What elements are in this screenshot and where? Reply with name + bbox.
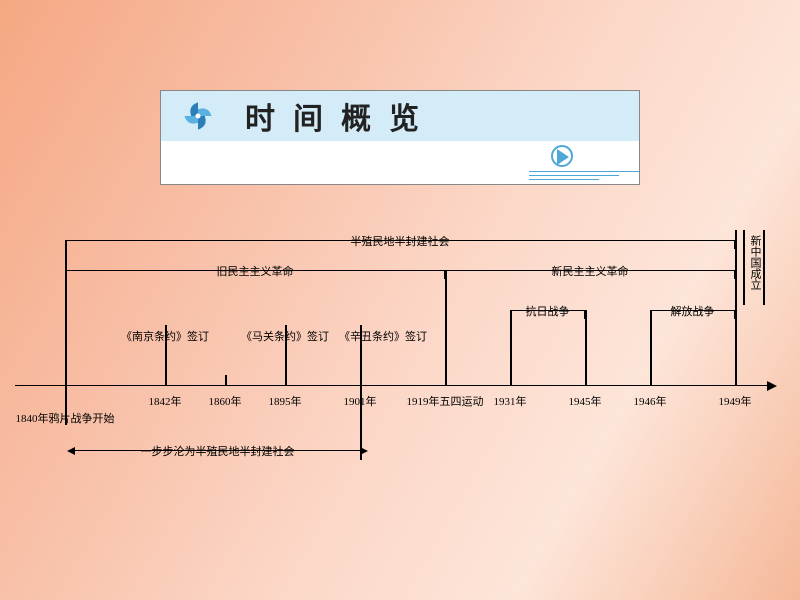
tick [225, 375, 227, 385]
title-banner: 时间概览 [160, 90, 640, 185]
treaty-label: 《马关条约》签订 [241, 328, 329, 344]
banner-title: 时间概览 [245, 94, 437, 138]
year-label: 1949年 [719, 393, 752, 409]
pinwheel-icon [181, 99, 215, 133]
span-label: 旧民主主义革命 [217, 263, 294, 279]
timeline-axis [15, 385, 770, 386]
banner-top: 时间概览 [161, 91, 639, 141]
year-label: 1842年 [149, 393, 182, 409]
end-label: 新中国成立 [747, 235, 763, 290]
timeline: 1842年1860年1895年1901年1919年五四运动1931年1945年1… [15, 220, 785, 500]
year-label: 1931年 [494, 393, 527, 409]
end-box-line [763, 230, 765, 305]
span-label: 半殖民地半封建社会 [351, 233, 450, 249]
tick [445, 270, 447, 385]
banner-bottom [161, 141, 639, 186]
start-label: 1840年鸦片战争开始 [16, 410, 115, 426]
play-triangle-icon [557, 149, 569, 165]
year-label: 1945年 [569, 393, 602, 409]
axis-arrow-icon [767, 381, 777, 391]
year-label: 1946年 [634, 393, 667, 409]
bottom-span-label: 一步步沦为半殖民地半封建社会 [141, 443, 295, 459]
span-label: 抗日战争 [526, 303, 570, 319]
treaty-label: 《辛丑条约》签订 [339, 328, 427, 344]
span-label: 新民主主义革命 [552, 263, 629, 279]
treaty-label: 《南京条约》签订 [121, 328, 209, 344]
tick [65, 240, 67, 385]
tick [585, 310, 587, 385]
tick [650, 310, 652, 385]
span-label: 解放战争 [671, 303, 715, 319]
year-label: 1860年 [209, 393, 242, 409]
decor-lines [529, 171, 639, 183]
tick [510, 310, 512, 385]
tick [735, 230, 737, 385]
end-box-line [743, 230, 745, 305]
year-label: 1895年 [269, 393, 302, 409]
year-label: 1919年五四运动 [407, 393, 484, 409]
